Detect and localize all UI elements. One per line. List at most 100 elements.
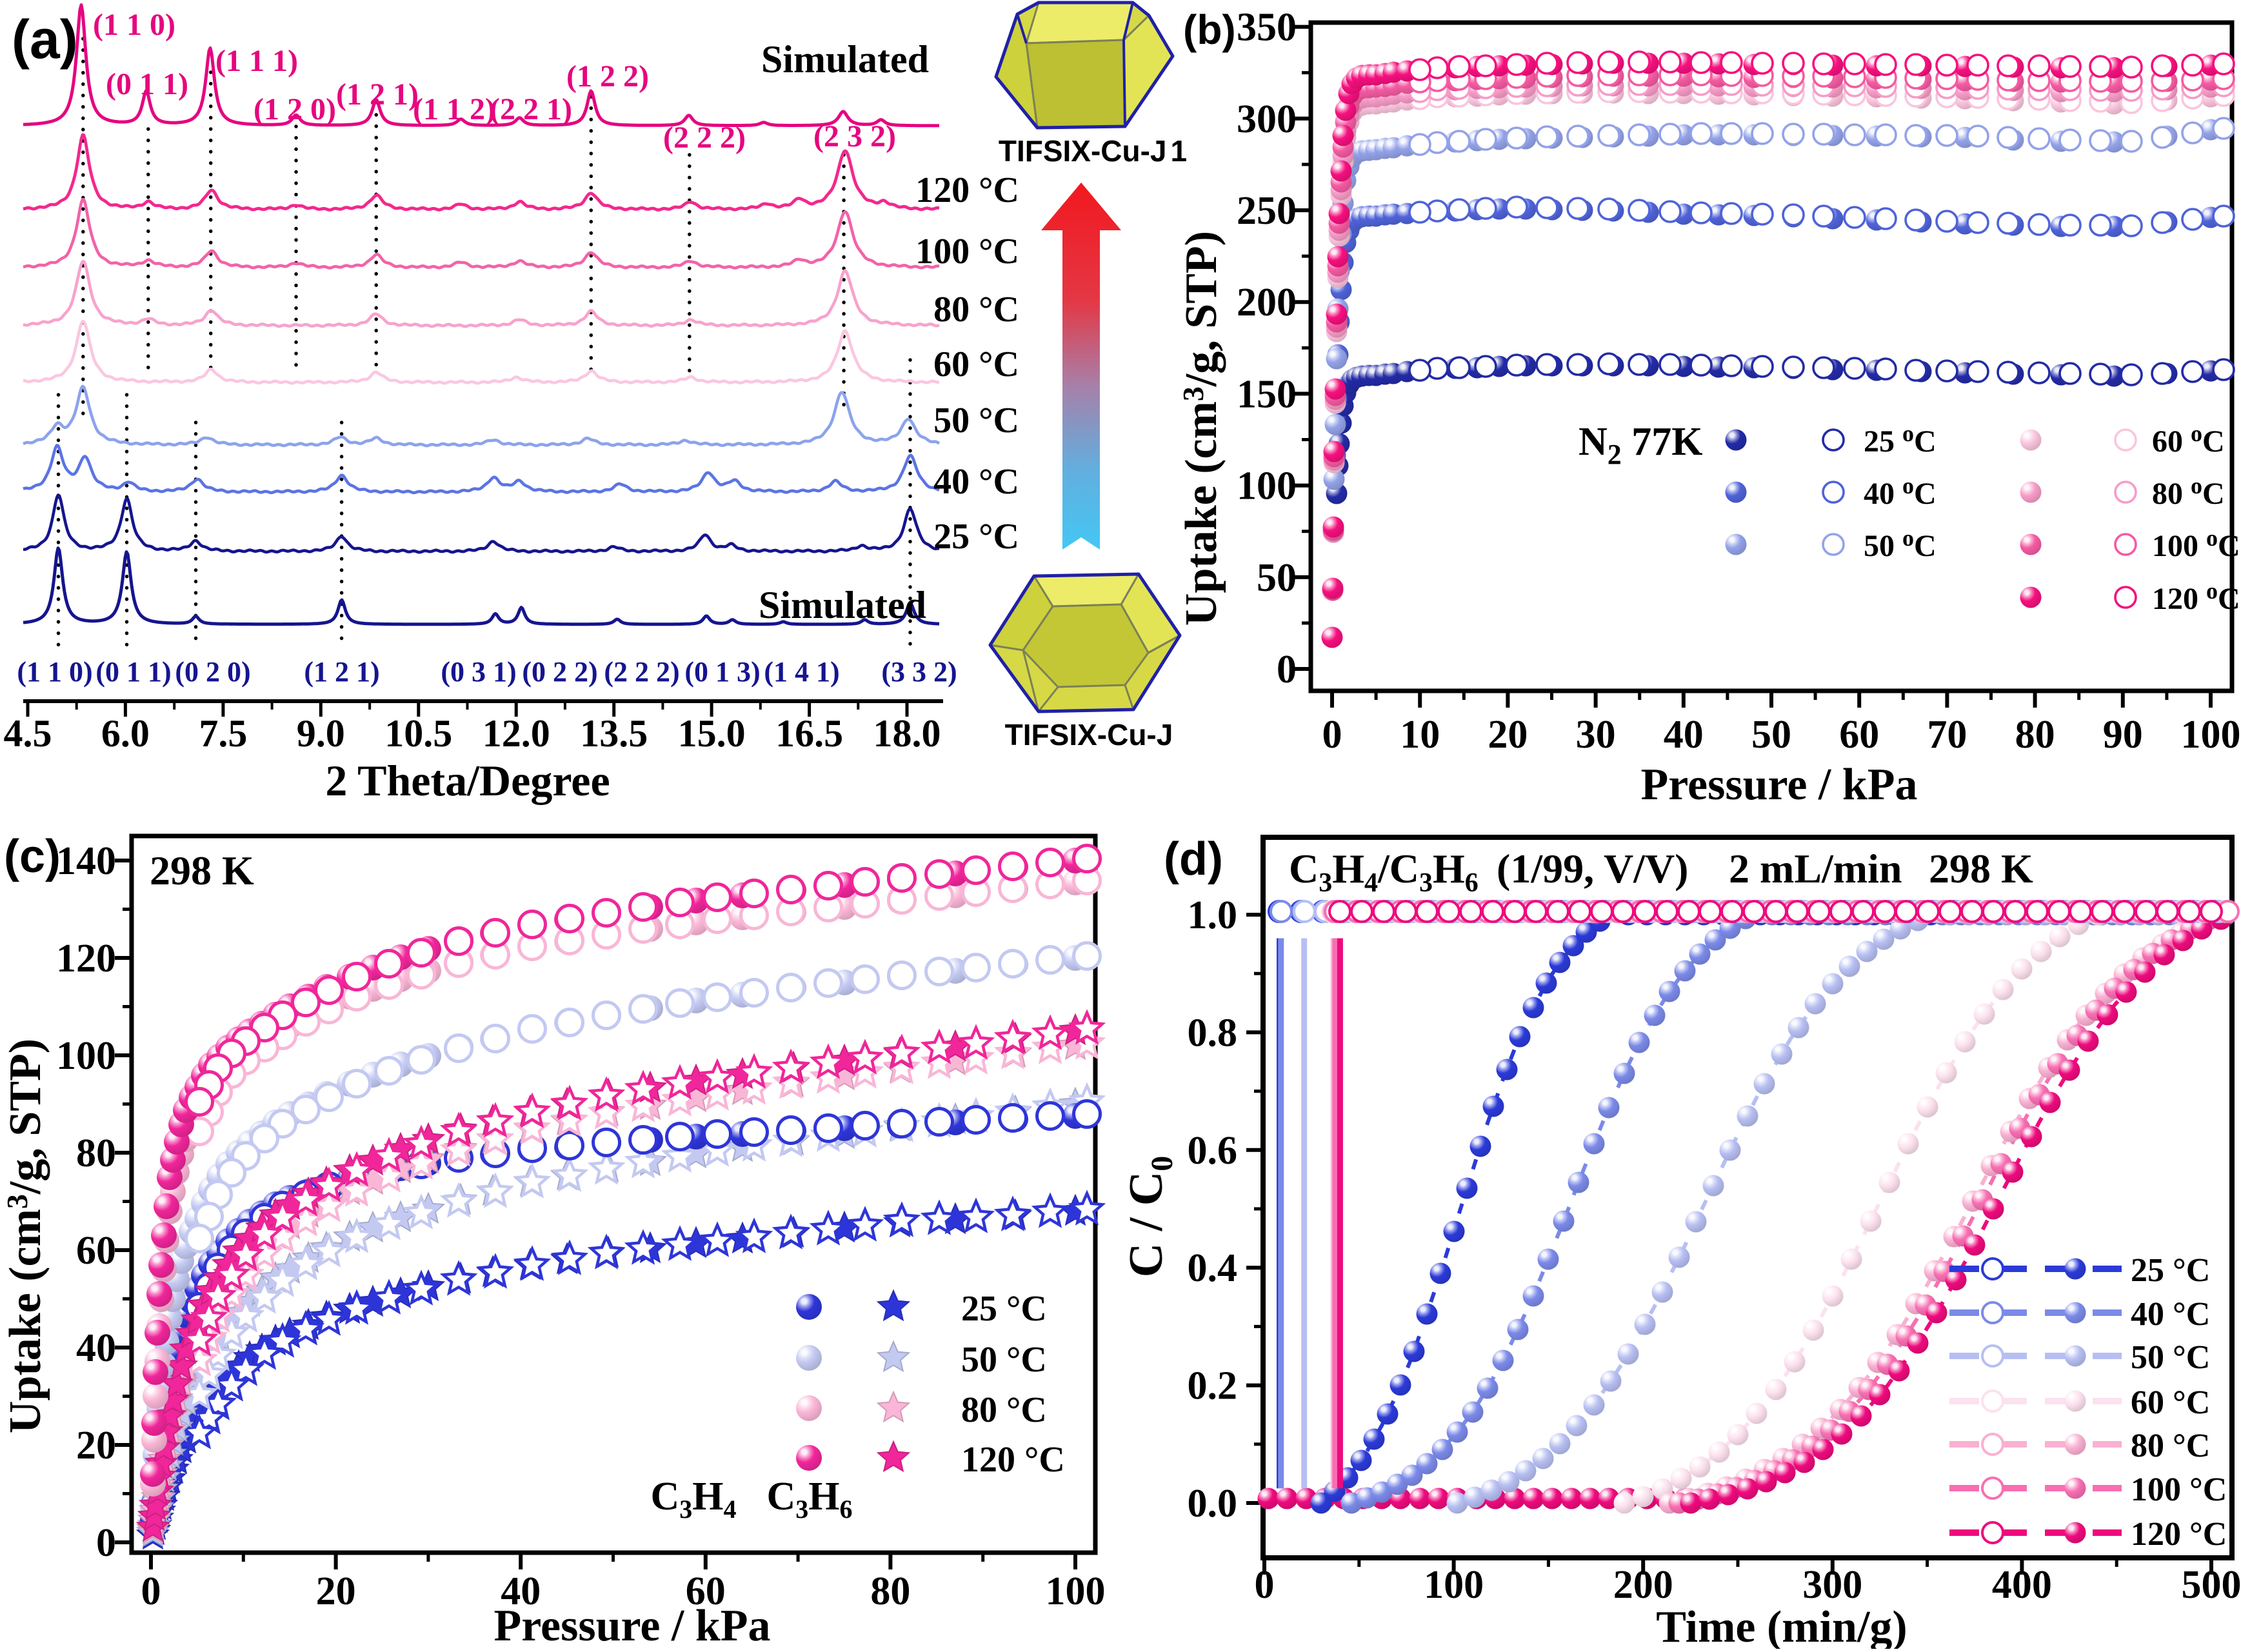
svg-text:0.8: 0.8	[1188, 1011, 1238, 1055]
svg-text:(2 2 1): (2 2 1)	[490, 92, 572, 126]
svg-text:18.0: 18.0	[873, 712, 941, 755]
svg-text:10: 10	[1400, 713, 1440, 757]
svg-text:250: 250	[1237, 189, 1297, 233]
svg-text:40 °C: 40 °C	[2131, 1296, 2210, 1333]
svg-text:50: 50	[1751, 713, 1791, 757]
svg-text:20: 20	[76, 1424, 116, 1468]
svg-text:0: 0	[141, 1569, 161, 1613]
svg-text:(1 2 2): (1 2 2)	[566, 59, 649, 94]
svg-text:50: 50	[1257, 556, 1297, 600]
svg-text:50 oC: 50 oC	[1864, 525, 1937, 563]
svg-text:40 °C: 40 °C	[933, 462, 1019, 502]
svg-text:(0 1 1): (0 1 1)	[95, 656, 171, 688]
svg-text:12.0: 12.0	[483, 712, 550, 755]
svg-text:(0 2 0): (0 2 0)	[175, 656, 250, 688]
svg-text:16.5: 16.5	[775, 712, 843, 755]
svg-text:Pressure / kPa: Pressure / kPa	[493, 1601, 770, 1649]
svg-text:60 °C: 60 °C	[2131, 1384, 2210, 1421]
svg-text:80 °C: 80 °C	[961, 1390, 1047, 1430]
svg-text:100 °C: 100 °C	[2131, 1471, 2227, 1508]
svg-text:(0 3 1): (0 3 1)	[441, 656, 516, 688]
svg-text:1.0: 1.0	[1188, 893, 1238, 937]
svg-text:Simulated: Simulated	[759, 584, 926, 626]
svg-text:0: 0	[96, 1521, 116, 1565]
svg-text:Uptake (cm3/g, STP): Uptake (cm3/g, STP)	[1, 1039, 50, 1433]
svg-text:60: 60	[1839, 713, 1879, 757]
svg-text:(0 1 3): (0 1 3)	[684, 656, 760, 688]
svg-text:50 °C: 50 °C	[933, 401, 1019, 441]
svg-text:Pressure / kPa: Pressure / kPa	[1640, 760, 1917, 810]
svg-text:120 °C: 120 °C	[915, 170, 1019, 210]
svg-text:(1 2 0): (1 2 0)	[254, 92, 336, 126]
svg-text:Time (min/g): Time (min/g)	[1656, 1602, 1907, 1649]
svg-text:(1 1 0): (1 1 0)	[17, 656, 92, 688]
svg-text:(d): (d)	[1164, 833, 1223, 885]
svg-text:100: 100	[1424, 1563, 1484, 1607]
svg-text:70: 70	[1927, 713, 1967, 757]
svg-text:(1 2 1): (1 2 1)	[304, 656, 379, 688]
svg-text:2 Theta/Degree: 2 Theta/Degree	[325, 756, 610, 805]
svg-text:100 °C: 100 °C	[915, 232, 1019, 272]
svg-text:60: 60	[76, 1229, 116, 1273]
svg-text:30: 30	[1576, 713, 1616, 757]
svg-text:4.5: 4.5	[4, 712, 52, 755]
svg-text:80 °C: 80 °C	[933, 290, 1019, 330]
svg-text:0.6: 0.6	[1188, 1129, 1238, 1173]
svg-text:9.0: 9.0	[297, 712, 345, 755]
svg-text:50 °C: 50 °C	[2131, 1339, 2210, 1376]
svg-text:50 °C: 50 °C	[961, 1340, 1047, 1380]
svg-text:20: 20	[1488, 713, 1528, 757]
svg-text:(a): (a)	[12, 9, 78, 70]
svg-text:100: 100	[56, 1034, 116, 1078]
svg-text:90: 90	[2103, 713, 2143, 757]
svg-text:13.5: 13.5	[580, 712, 648, 755]
svg-text:120 oC: 120 oC	[2152, 578, 2240, 616]
svg-text:0.0: 0.0	[1188, 1482, 1238, 1526]
svg-text:25 oC: 25 oC	[1864, 421, 1937, 459]
svg-text:TIFSIX-Cu-J: TIFSIX-Cu-J	[1005, 718, 1173, 751]
svg-text:100: 100	[1237, 464, 1297, 508]
svg-text:(0 1 1): (0 1 1)	[106, 67, 188, 101]
svg-text:10.5: 10.5	[384, 712, 452, 755]
svg-text:2 mL/min: 2 mL/min	[1729, 846, 1902, 891]
svg-text:120: 120	[56, 937, 116, 980]
svg-text:80 °C: 80 °C	[2131, 1428, 2210, 1464]
svg-text:(1 4 1): (1 4 1)	[764, 656, 839, 688]
svg-text:60 °C: 60 °C	[933, 344, 1019, 384]
svg-text:(1/99, V/V): (1/99, V/V)	[1497, 846, 1688, 891]
svg-text:(c): (c)	[4, 831, 61, 882]
svg-text:298 K: 298 K	[150, 848, 254, 893]
svg-text:(0 2 2): (0 2 2)	[522, 656, 597, 688]
svg-text:0: 0	[1255, 1563, 1275, 1607]
svg-text:(b): (b)	[1183, 6, 1236, 53]
svg-text:150: 150	[1237, 372, 1297, 416]
svg-text:(2 2 2): (2 2 2)	[663, 121, 746, 155]
svg-text:25 °C: 25 °C	[961, 1289, 1047, 1329]
svg-text:200: 200	[1237, 281, 1297, 324]
svg-text:500: 500	[2182, 1563, 2241, 1607]
svg-text:0.2: 0.2	[1188, 1364, 1238, 1408]
svg-text:80: 80	[76, 1131, 116, 1175]
svg-text:200: 200	[1613, 1563, 1673, 1607]
svg-text:80 oC: 80 oC	[2152, 473, 2225, 511]
svg-text:7.5: 7.5	[199, 712, 247, 755]
svg-text:300: 300	[1802, 1563, 1862, 1607]
svg-text:(1 1 0): (1 1 0)	[93, 8, 175, 42]
svg-text:C3​H4​/C3​H6​: C3​H4​/C3​H6​	[1289, 846, 1479, 898]
svg-text:(2 2 2): (2 2 2)	[604, 656, 679, 688]
svg-text:15.0: 15.0	[678, 712, 746, 755]
svg-text:100 oC: 100 oC	[2152, 525, 2240, 563]
svg-text:400: 400	[1992, 1563, 2052, 1607]
svg-text:20: 20	[316, 1569, 356, 1613]
svg-text:(1 2 1): (1 2 1)	[336, 77, 419, 112]
svg-text:TIFSIX-Cu-J1: TIFSIX-Cu-J1	[999, 134, 1187, 168]
svg-text:40 oC: 40 oC	[1864, 473, 1937, 511]
svg-text:100: 100	[1046, 1569, 1106, 1613]
svg-text:C / C0: C / C0	[1120, 1156, 1179, 1277]
svg-text:Uptake (cm3/g, STP): Uptake (cm3/g, STP)	[1177, 231, 1226, 626]
svg-text:80: 80	[2015, 713, 2055, 757]
svg-text:0.4: 0.4	[1188, 1246, 1238, 1290]
svg-text:300: 300	[1237, 97, 1297, 141]
svg-text:40: 40	[1664, 713, 1704, 757]
svg-text:Simulated: Simulated	[761, 38, 929, 81]
